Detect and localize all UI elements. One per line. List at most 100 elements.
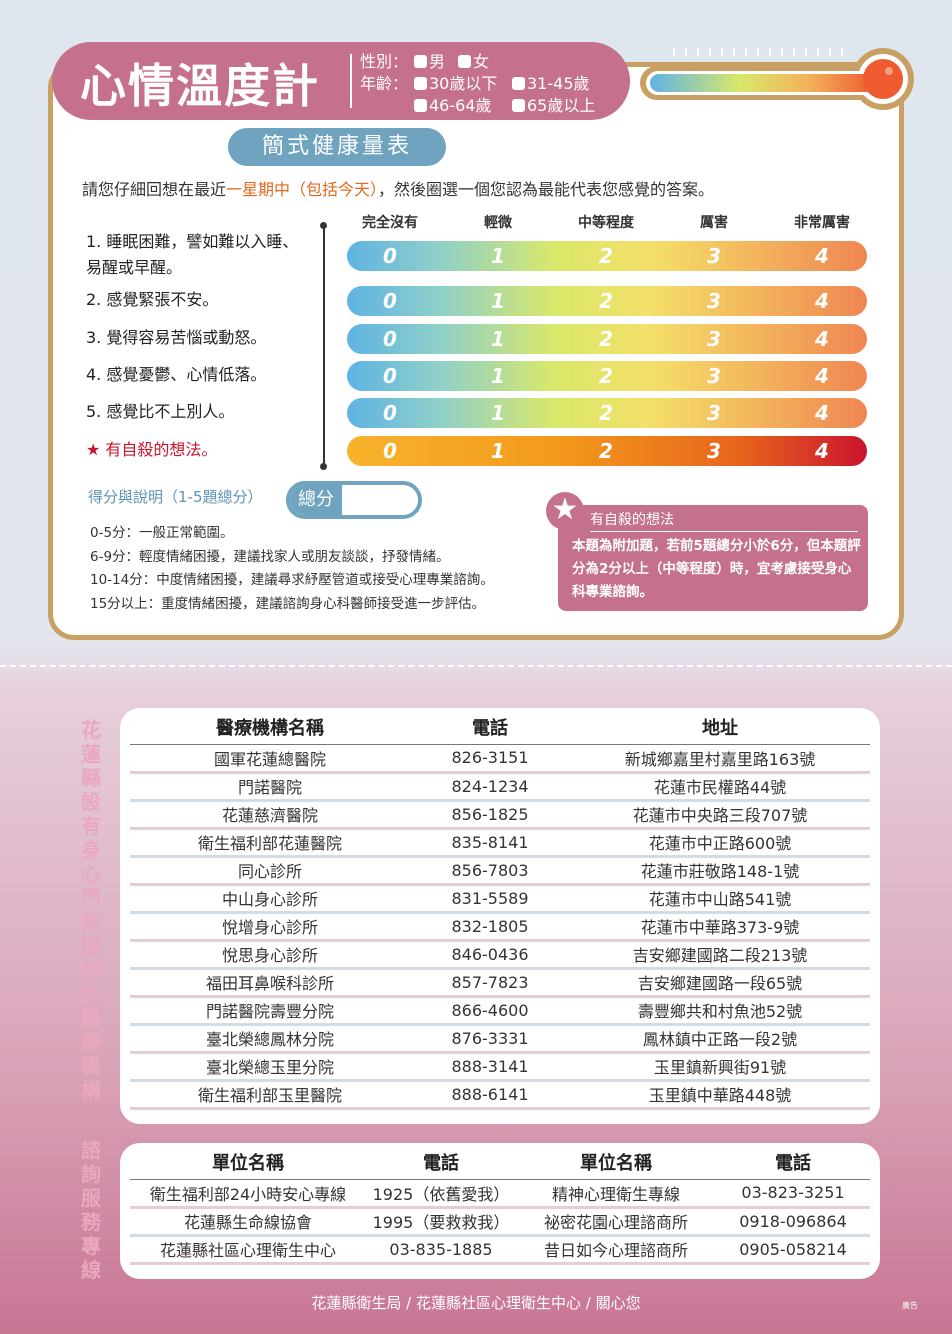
table-row: 花蓮縣生命線協會 1995（要救救我） 祕密花園心理諮商所 0918-096864 (130, 1207, 870, 1237)
table-cell: 03-835-1885 (366, 1235, 516, 1265)
table-cell: 花蓮市民權路44號 (570, 772, 870, 802)
table-row: 花蓮慈濟醫院 856-1825 花蓮市中央路三段707號 (130, 800, 870, 830)
table-cell: 846-0436 (410, 940, 570, 970)
checkbox[interactable] (458, 55, 471, 68)
rating-option[interactable]: 1 (491, 364, 505, 388)
rating-option[interactable]: 0 (383, 244, 397, 268)
rating-bar: 0 1 2 3 4 (347, 286, 867, 316)
scale-header: 厲害 (700, 215, 728, 231)
table-row: 臺北榮總玉里分院 888-3141 玉里鎮新興街91號 (130, 1052, 870, 1082)
score-label: 得分與說明（1-5題總分） (88, 488, 263, 506)
table-cell: 831-5589 (410, 884, 570, 914)
table-cell: 悅思身心診所 (130, 940, 410, 970)
scale-header: 完全沒有 (362, 215, 418, 231)
rating-option[interactable]: 1 (491, 439, 505, 463)
question-item-suicide: ★ 有自殺的想法。 (86, 440, 218, 459)
rating-option[interactable]: 1 (491, 244, 505, 268)
age-option-3[interactable]: 46-64歲 (414, 92, 492, 116)
column-header: 地址 (570, 710, 870, 745)
table-cell: 吉安鄉建國路一段65號 (570, 968, 870, 998)
rating-option[interactable]: 2 (599, 244, 613, 268)
rating-option[interactable]: 1 (491, 401, 505, 425)
rating-option[interactable]: 4 (815, 327, 829, 351)
scale-header: 非常厲害 (794, 215, 850, 231)
rating-option[interactable]: 3 (707, 244, 721, 268)
table-row: 悅增身心診所 832-1805 花蓮市中華路373-9號 (130, 912, 870, 942)
age-option-1[interactable]: 30歲以下 (414, 70, 497, 94)
rating-option[interactable]: 2 (599, 439, 613, 463)
table-cell: 悅增身心診所 (130, 912, 410, 942)
table-row: 門諾醫院 824-1234 花蓮市民權路44號 (130, 772, 870, 802)
rating-option[interactable]: 4 (815, 364, 829, 388)
table-cell: 856-1825 (410, 800, 570, 830)
checkbox[interactable] (414, 99, 427, 112)
gender-option-male[interactable]: 男 (414, 48, 445, 72)
rating-option[interactable]: 0 (383, 327, 397, 351)
suicide-note-box: 有自殺的想法 本題為附加題，若前5題總分小於6分，但本題評分為2分以上（中等程度… (558, 505, 868, 611)
checkbox[interactable] (414, 77, 427, 90)
table-row: 臺北榮總鳳林分院 876-3331 鳳林鎮中正路一段2號 (130, 1024, 870, 1054)
suicide-note-title: 有自殺的想法 (590, 509, 858, 532)
table-cell: 832-1805 (410, 912, 570, 942)
scale-header: 輕微 (484, 215, 512, 231)
rating-option[interactable]: 3 (707, 439, 721, 463)
rating-option[interactable]: 1 (491, 289, 505, 313)
table-cell: 1925（依舊愛我） (366, 1179, 516, 1209)
subtitle-pill: 簡式健康量表 (228, 128, 446, 166)
instruction-text: 請您仔細回想在最近一星期中（包括今天），然後圈選一個您認為最能代表您感覺的答案。 (82, 180, 715, 199)
rating-bar: 0 1 2 3 4 (347, 324, 867, 354)
table-cell: 824-1234 (410, 772, 570, 802)
table-cell: 臺北榮總玉里分院 (130, 1052, 410, 1082)
rating-option[interactable]: 2 (599, 401, 613, 425)
column-header: 電話 (366, 1145, 516, 1180)
rating-option[interactable]: 2 (599, 289, 613, 313)
table-row: 國軍花蓮總醫院 826-3151 新城鄉嘉里村嘉里路163號 (130, 744, 870, 774)
table-cell: 花蓮市中央路三段707號 (570, 800, 870, 830)
cut-line (0, 665, 952, 667)
rating-option[interactable]: 0 (383, 289, 397, 313)
rating-option[interactable]: 1 (491, 327, 505, 351)
table-row: 衛生福利部24小時安心專線 1925（依舊愛我） 精神心理衛生專線 03-823-32… (130, 1179, 870, 1209)
table-row: 中山身心診所 831-5589 花蓮市中山路541號 (130, 884, 870, 914)
table-cell: 鳳林鎮中正路一段2號 (570, 1024, 870, 1054)
rating-option[interactable]: 3 (707, 327, 721, 351)
table-cell: 花蓮縣社區心理衛生中心 (130, 1235, 366, 1265)
rating-option[interactable]: 4 (815, 401, 829, 425)
question-item: 4. 感覺憂鬱、心情低落。 (86, 365, 267, 384)
age-option-4[interactable]: 65歲以上 (512, 92, 595, 116)
column-header: 單位名稱 (516, 1145, 716, 1180)
hotlines-table: 單位名稱 電話 單位名稱 電話 衛生福利部24小時安心專線 1925（依舊愛我）精… (130, 1145, 870, 1265)
rating-option[interactable]: 4 (815, 244, 829, 268)
checkbox[interactable] (512, 77, 525, 90)
column-header: 醫療機構名稱 (130, 710, 410, 745)
score-explanations: 0-5分：一般正常範圍。 6-9分：輕度情緒困擾，建議找家人或朋友談談，抒發情緒… (90, 522, 494, 616)
age-label: 年齡： (360, 74, 409, 93)
checkbox[interactable] (512, 99, 525, 112)
table-cell: 門諾醫院壽豐分院 (130, 996, 410, 1026)
thermometer-icon (640, 48, 914, 110)
rating-option[interactable]: 2 (599, 327, 613, 351)
star-icon: ★ (546, 492, 584, 530)
rating-option[interactable]: 3 (707, 364, 721, 388)
rating-option[interactable]: 4 (815, 289, 829, 313)
rating-option[interactable]: 3 (707, 401, 721, 425)
checkbox[interactable] (414, 55, 427, 68)
total-score-field[interactable]: 總分 (286, 481, 422, 519)
table-cell: 花蓮市中正路600號 (570, 828, 870, 858)
table-cell: 花蓮慈濟醫院 (130, 800, 410, 830)
rating-option[interactable]: 4 (815, 439, 829, 463)
table-cell: 衛生福利部花蓮醫院 (130, 828, 410, 858)
table-cell: 花蓮市中山路541號 (570, 884, 870, 914)
age-option-2[interactable]: 31-45歲 (512, 70, 590, 94)
rating-option[interactable]: 3 (707, 289, 721, 313)
rating-option[interactable]: 0 (383, 401, 397, 425)
rating-bar: 0 1 2 3 4 (347, 241, 867, 271)
gender-label: 性別： (360, 52, 409, 71)
explanation-line: 15分以上：重度情緒困擾，建議諮詢身心科醫師接受進一步評估。 (90, 595, 486, 612)
table-cell: 03-823-3251 (716, 1179, 870, 1209)
rating-option[interactable]: 2 (599, 364, 613, 388)
rating-option[interactable]: 0 (383, 439, 397, 463)
gender-option-female[interactable]: 女 (458, 48, 489, 72)
rating-option[interactable]: 0 (383, 364, 397, 388)
clinics-table: 醫療機構名稱 電話 地址 國軍花蓮總醫院 826-3151 新城鄉嘉里村嘉里路163… (130, 710, 870, 1110)
